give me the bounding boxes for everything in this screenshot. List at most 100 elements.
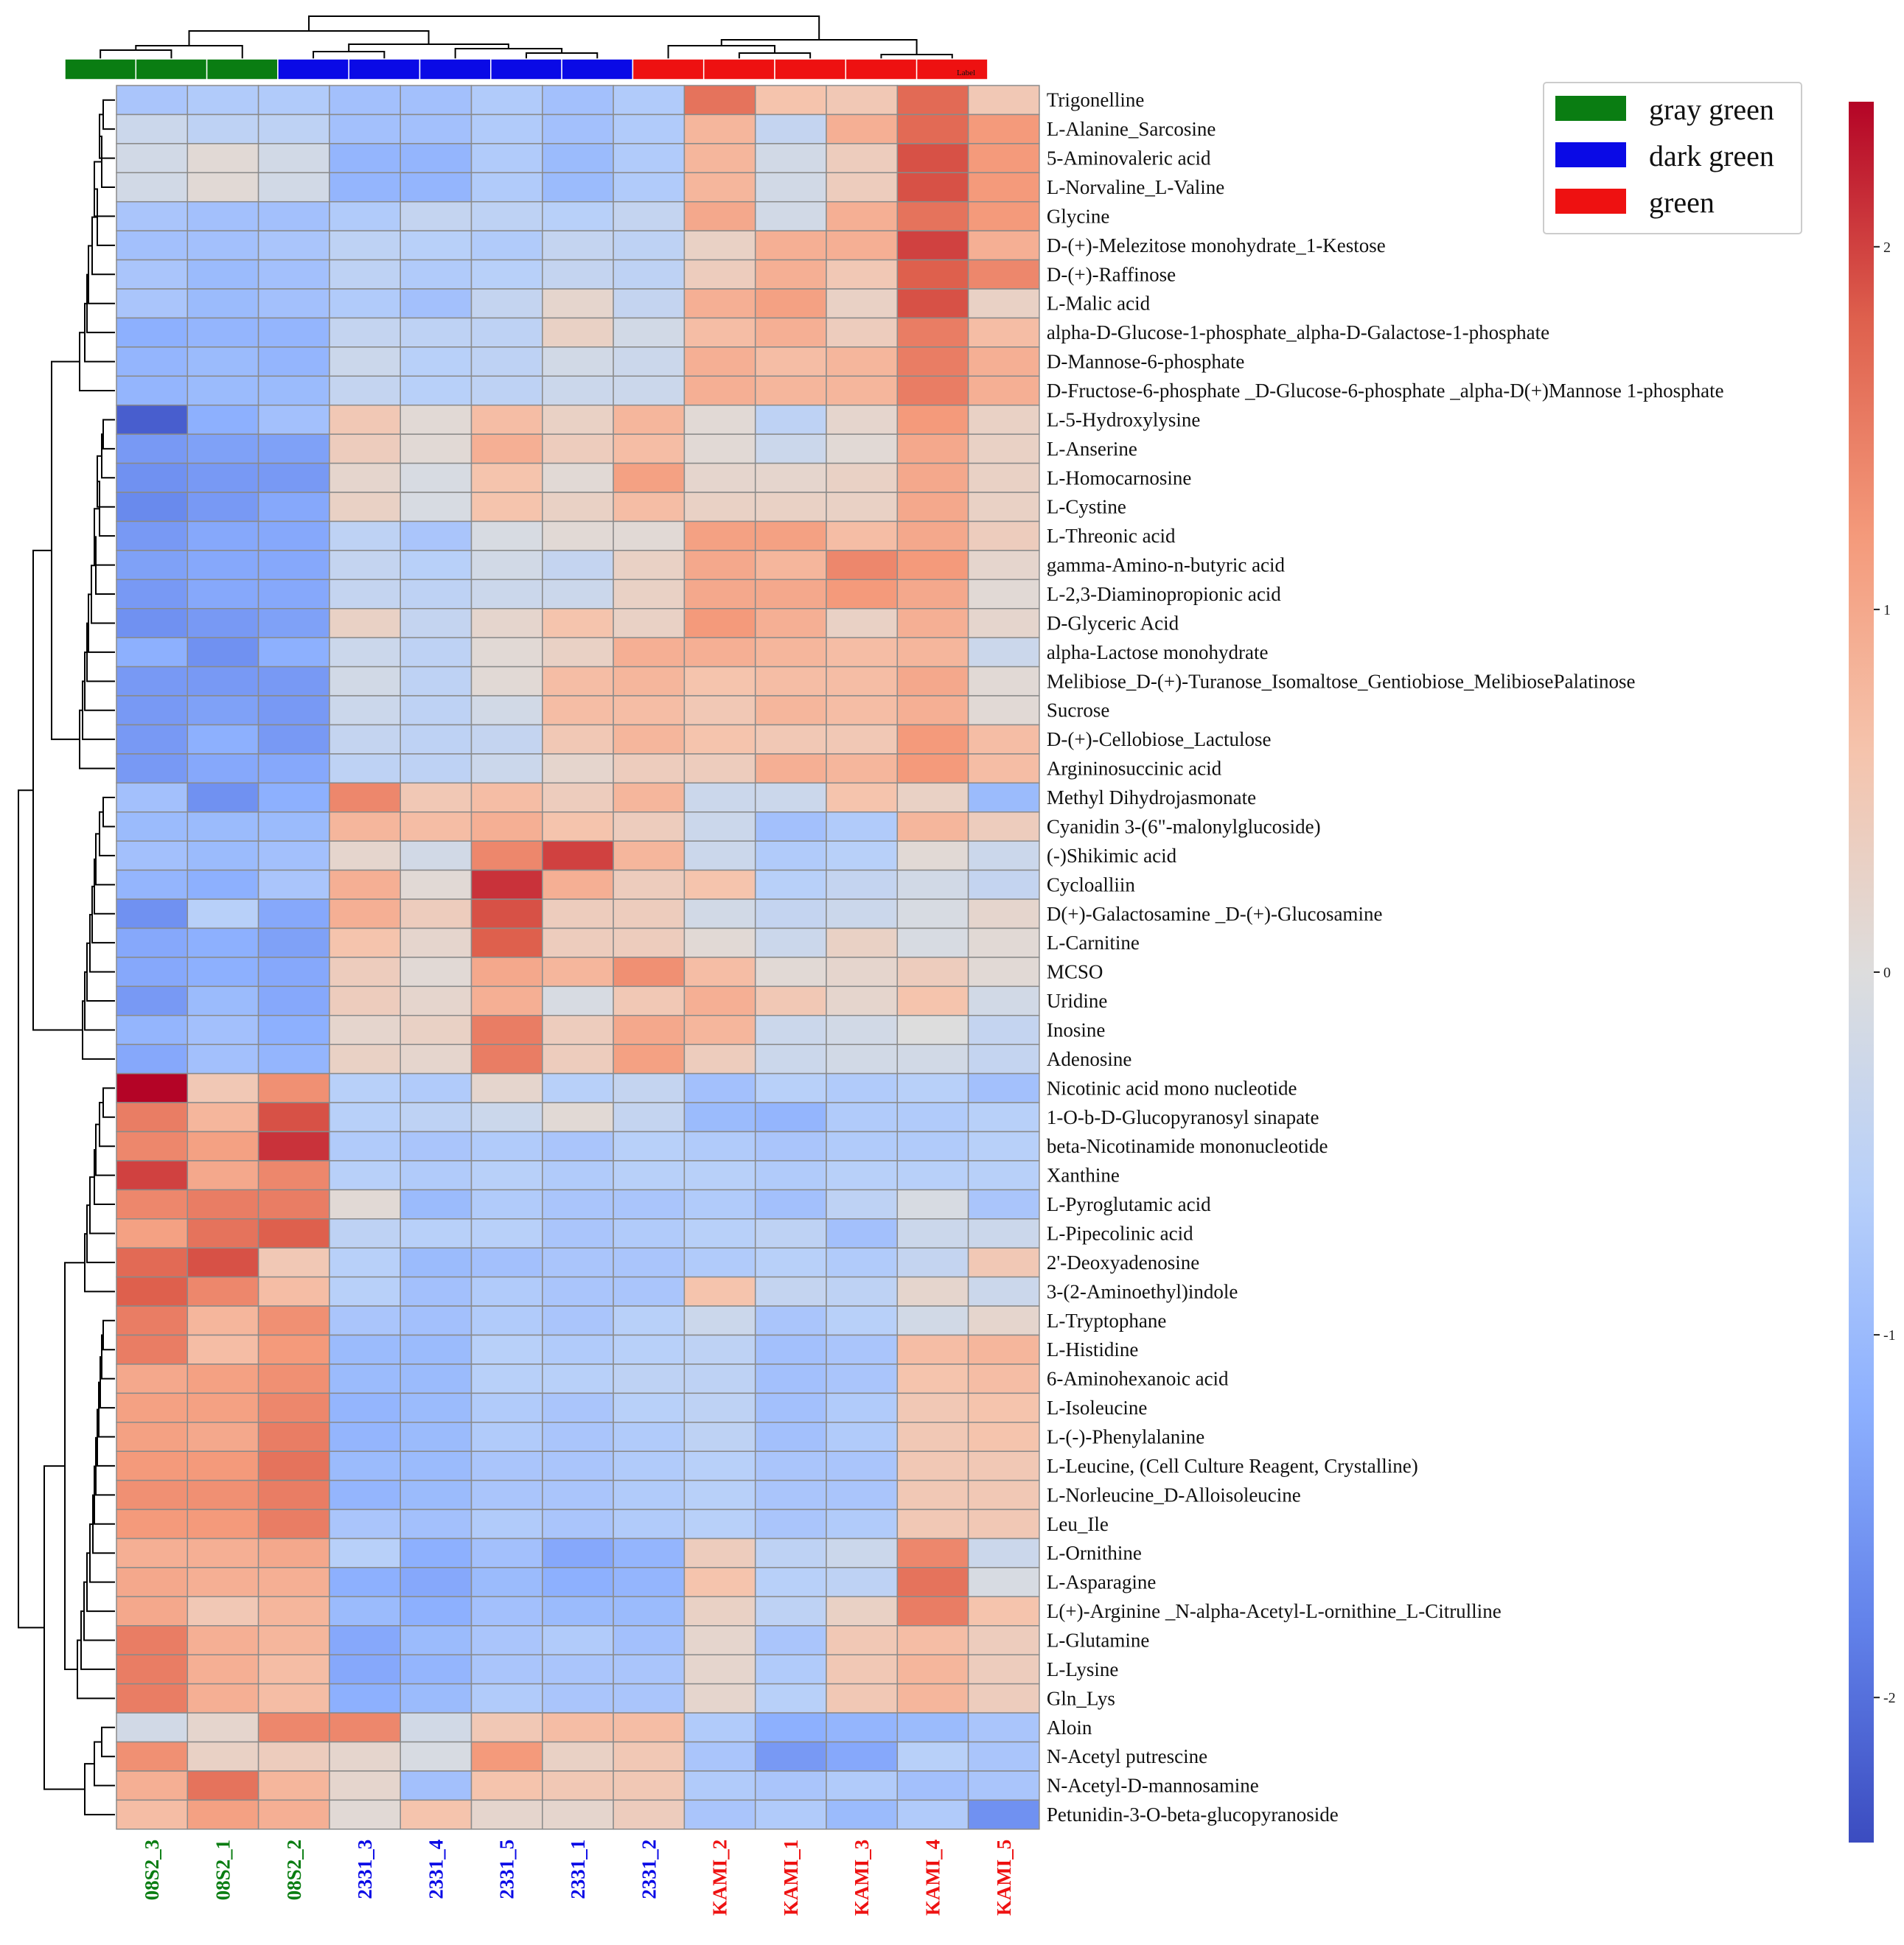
heatmap-cell-l-threonic-acid-2331-1 [542, 520, 614, 551]
heatmap-cell-gamma-amino-n-butyric-acid-2331-2 [613, 550, 686, 581]
heatmap-cell-petunidin-3-o-beta-glucopyranoside-kami-4 [896, 1799, 969, 1830]
heatmap-cell-d-cellobiose-lactulose-2331-4 [400, 724, 472, 755]
heatmap-cell-leu-ile-kami-2 [683, 1509, 756, 1540]
heatmap-cell-l-isoleucine-kami-4 [896, 1392, 969, 1423]
heatmap-cell-n-acetyl-putrescine-2331-5 [470, 1741, 543, 1772]
colorbar-tick-label: 1 [1883, 602, 1891, 618]
heatmap-cell-adenosine-08s2-1 [186, 1044, 259, 1075]
heatmap-cell-d-glyceric-acid-08s2-2 [257, 607, 330, 638]
heatmap-cell-l-anserine-08s2-2 [257, 433, 330, 464]
heatmap-cell-d-fructose-6-phosphate-d-glucose-6-phosphate-alpha-d-mannose-1-phosphate-kami-2 [683, 375, 756, 406]
heatmap-cell-l-histidine-2331-4 [400, 1334, 472, 1365]
heatmap-cell-sucrose-2331-5 [470, 695, 543, 726]
heatmap-cell-l-isoleucine-08s2-1 [186, 1392, 259, 1423]
heatmap-cell-aloin-kami-1 [754, 1712, 827, 1743]
heatmap-cell-l-pipecolinic-acid-kami-5 [967, 1218, 1040, 1249]
heatmap-cell-5-aminovaleric-acid-kami-4 [896, 143, 969, 174]
heatmap-cell-d-mannose-6-phosphate-08s2-2 [257, 346, 330, 377]
heatmap-cell-2-deoxyadenosine-kami-5 [967, 1247, 1040, 1278]
heatmap-cell-l-lysine-08s2-2 [257, 1654, 330, 1685]
heatmap-cell-d-fructose-6-phosphate-d-glucose-6-phosphate-alpha-d-mannose-1-phosphate-08s2-2 [257, 375, 330, 406]
heatmap-cell-l-carnitine-kami-1 [754, 927, 827, 958]
heatmap-cell-petunidin-3-o-beta-glucopyranoside-2331-1 [542, 1799, 614, 1830]
heatmap-cell-cyanidin-3-6-malonylglucoside-kami-2 [683, 811, 756, 842]
column-dendrogram-link [525, 52, 599, 59]
row-label-mcso: MCSO [1047, 961, 1103, 983]
heatmap-cell-d-fructose-6-phosphate-d-glucose-6-phosphate-alpha-d-mannose-1-phosphate-2331-1 [542, 375, 614, 406]
heatmap-cell-3-2-aminoethyl-indole-2331-3 [329, 1276, 401, 1307]
heatmap-cell-l-cystine-08s2-1 [186, 492, 259, 523]
heatmap-cell-petunidin-3-o-beta-glucopyranoside-2331-3 [329, 1799, 401, 1830]
heatmap-cell-3-2-aminoethyl-indole-kami-2 [683, 1276, 756, 1307]
heatmap-cell-inosine-kami-2 [683, 1015, 756, 1045]
heatmap-cell-n-acetyl-putrescine-08s2-2 [257, 1741, 330, 1772]
heatmap-cell-l-tryptophane-kami-3 [826, 1305, 899, 1336]
heatmap-cell-gamma-amino-n-butyric-acid-kami-3 [826, 550, 899, 581]
heatmap-cell-l-5-hydroxylysine-08s2-3 [116, 404, 189, 435]
row-label-l-isoleucine: L-Isoleucine [1047, 1397, 1147, 1419]
heatmap-cell-cycloalliin-2331-3 [329, 869, 401, 900]
heatmap-cell-l-leucine-cell-culture-reagent-crystalline-08s2-2 [257, 1450, 330, 1481]
heatmap-cell-cyanidin-3-6-malonylglucoside-2331-2 [613, 811, 686, 842]
heatmap-cell-leu-ile-2331-3 [329, 1509, 401, 1540]
heatmap-cell-6-aminohexanoic-acid-kami-2 [683, 1363, 756, 1394]
heatmap-cell-l-norleucine-d-alloisoleucine-kami-4 [896, 1479, 969, 1510]
heatmap-cell-l-pyroglutamic-acid-08s2-1 [186, 1189, 259, 1220]
heatmap-cell-trigonelline-2331-2 [613, 85, 686, 116]
row-dendrogram-link [94, 188, 115, 246]
group-bar-kami-2 [632, 58, 705, 80]
heatmap-cell-alpha-lactose-monohydrate-kami-2 [683, 637, 756, 668]
heatmap-cell-l-norvaline-l-valine-08s2-2 [257, 172, 330, 203]
heatmap-cell-l-anserine-kami-1 [754, 433, 827, 464]
heatmap-cell-sucrose-kami-5 [967, 695, 1040, 726]
heatmap-cell-l-malic-acid-2331-3 [329, 288, 401, 319]
heatmap-cell-cyanidin-3-6-malonylglucoside-2331-4 [400, 811, 472, 842]
heatmap-cell-l-leucine-cell-culture-reagent-crystalline-kami-2 [683, 1450, 756, 1481]
heatmap-cell-melibiose-d-turanose-isomaltose-gentiobiose-melibiosepalatinose-08s2-1 [186, 666, 259, 696]
heatmap-cell-sucrose-kami-3 [826, 695, 899, 726]
heatmap-cell-l-2-3-diaminopropionic-acid-2331-5 [470, 579, 543, 610]
heatmap-cell-uridine-2331-4 [400, 985, 472, 1016]
heatmap-cell-gamma-amino-n-butyric-acid-2331-5 [470, 550, 543, 581]
heatmap-cell-3-2-aminoethyl-indole-kami-3 [826, 1276, 899, 1307]
heatmap-cell-gln-lys-2331-5 [470, 1683, 543, 1714]
heatmap-cell-l-5-hydroxylysine-2331-1 [542, 404, 614, 435]
heatmap-cells [116, 85, 1040, 1830]
row-label-methyl-dihydrojasmonate: Methyl Dihydrojasmonate [1047, 786, 1256, 809]
heatmap-cell-1-o-b-d-glucopyranosyl-sinapate-08s2-2 [257, 1102, 330, 1133]
heatmap-cell-l-homocarnosine-kami-5 [967, 462, 1040, 493]
heatmap-cell-d-melezitose-monohydrate-1-kestose-08s2-1 [186, 230, 259, 261]
heatmap-cell-l-norleucine-d-alloisoleucine-2331-3 [329, 1479, 401, 1510]
heatmap-cell-l-ornithine-08s2-3 [116, 1537, 189, 1568]
heatmap-cell-d-galactosamine-d-glucosamine-08s2-2 [257, 898, 330, 929]
column-dendrogram-link [308, 15, 820, 40]
heatmap-cell-l-pyroglutamic-acid-2331-1 [542, 1189, 614, 1220]
heatmap-cell-adenosine-kami-1 [754, 1044, 827, 1075]
heatmap-cell-l-malic-acid-2331-2 [613, 288, 686, 319]
heatmap-cell-d-cellobiose-lactulose-08s2-3 [116, 724, 189, 755]
heatmap-cell-cycloalliin-08s2-1 [186, 869, 259, 900]
heatmap-cell-gln-lys-kami-1 [754, 1683, 827, 1714]
heatmap-cell-l-homocarnosine-kami-3 [826, 462, 899, 493]
heatmap-cell-l-histidine-08s2-2 [257, 1334, 330, 1365]
heatmap-cell-l-cystine-2331-5 [470, 492, 543, 523]
heatmap-cell-uridine-2331-1 [542, 985, 614, 1016]
heatmap-cell-l-phenylalanine-2331-4 [400, 1422, 472, 1452]
heatmap-cell-d-glyceric-acid-2331-5 [470, 607, 543, 638]
heatmap-cell-trigonelline-08s2-2 [257, 85, 330, 116]
heatmap-cell-l-threonic-acid-2331-4 [400, 520, 472, 551]
heatmap-cell-l-glutamine-2331-5 [470, 1625, 543, 1655]
heatmap-cell-alpha-d-glucose-1-phosphate-alpha-d-galactose-1-phosphate-08s2-2 [257, 317, 330, 348]
heatmap-cell-l-2-3-diaminopropionic-acid-08s2-3 [116, 579, 189, 610]
heatmap-cell-mcso-kami-2 [683, 957, 756, 988]
heatmap-cell-l-cystine-kami-2 [683, 492, 756, 523]
heatmap-cell-l-threonic-acid-kami-3 [826, 520, 899, 551]
heatmap-cell-beta-nicotinamide-mononucleotide-kami-2 [683, 1131, 756, 1162]
group-legend: gray green dark green green [1543, 82, 1802, 234]
heatmap-cell-d-melezitose-monohydrate-1-kestose-2331-4 [400, 230, 472, 261]
heatmap-cell-l-tryptophane-kami-2 [683, 1305, 756, 1336]
heatmap-cell-l-asparagine-2331-2 [613, 1567, 686, 1598]
row-label-shikimic-acid: (-)Shikimic acid [1047, 845, 1177, 867]
heatmap-cell-xanthine-kami-4 [896, 1160, 969, 1191]
heatmap-cell-l-carnitine-2331-3 [329, 927, 401, 958]
